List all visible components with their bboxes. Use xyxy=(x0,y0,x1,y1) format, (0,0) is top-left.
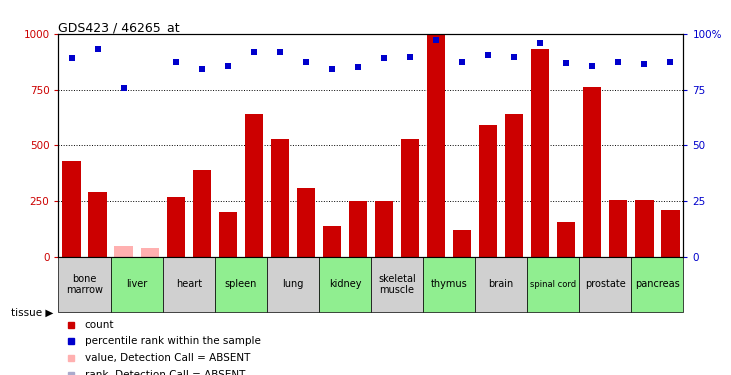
Bar xyxy=(479,125,497,257)
Bar xyxy=(297,188,315,257)
Text: skeletal
muscle: skeletal muscle xyxy=(378,274,416,295)
Text: value, Detection Call = ABSENT: value, Detection Call = ABSENT xyxy=(85,353,250,363)
Bar xyxy=(427,34,445,257)
Bar xyxy=(635,200,654,257)
Bar xyxy=(401,139,419,257)
Text: prostate: prostate xyxy=(585,279,626,290)
Text: brain: brain xyxy=(488,279,514,290)
Text: thymus: thymus xyxy=(431,279,468,290)
Text: rank, Detection Call = ABSENT: rank, Detection Call = ABSENT xyxy=(85,370,245,375)
Bar xyxy=(579,257,632,312)
Bar xyxy=(371,257,423,312)
Text: count: count xyxy=(85,320,114,330)
Bar xyxy=(192,170,211,257)
Bar xyxy=(270,139,289,257)
Bar xyxy=(583,87,602,257)
Bar xyxy=(557,222,575,257)
Bar xyxy=(662,210,680,257)
Bar xyxy=(110,257,162,312)
Bar xyxy=(349,201,367,257)
Bar xyxy=(475,257,527,312)
Text: spleen: spleen xyxy=(224,279,257,290)
Bar xyxy=(245,114,263,257)
Bar xyxy=(88,192,107,257)
Text: heart: heart xyxy=(175,279,202,290)
Bar xyxy=(62,161,80,257)
Text: pancreas: pancreas xyxy=(635,279,680,290)
Bar xyxy=(323,226,341,257)
Bar xyxy=(453,230,471,257)
Bar xyxy=(115,246,133,257)
Text: kidney: kidney xyxy=(329,279,361,290)
Bar xyxy=(162,257,215,312)
Text: percentile rank within the sample: percentile rank within the sample xyxy=(85,336,261,346)
Text: spinal cord: spinal cord xyxy=(530,280,576,289)
Bar xyxy=(632,257,683,312)
Bar xyxy=(215,257,267,312)
Bar xyxy=(423,257,475,312)
Bar xyxy=(375,201,393,257)
Bar xyxy=(505,114,523,257)
Bar xyxy=(140,248,159,257)
Bar xyxy=(219,212,237,257)
Text: bone
marrow: bone marrow xyxy=(66,274,103,295)
Text: liver: liver xyxy=(126,279,147,290)
Bar xyxy=(167,197,185,257)
Text: lung: lung xyxy=(282,279,303,290)
Text: tissue ▶: tissue ▶ xyxy=(11,308,53,318)
Text: GDS423 / 46265_at: GDS423 / 46265_at xyxy=(58,21,180,34)
Bar xyxy=(609,200,627,257)
Bar xyxy=(527,257,579,312)
Bar xyxy=(58,257,110,312)
Bar xyxy=(267,257,319,312)
Bar xyxy=(531,50,550,257)
Bar xyxy=(319,257,371,312)
